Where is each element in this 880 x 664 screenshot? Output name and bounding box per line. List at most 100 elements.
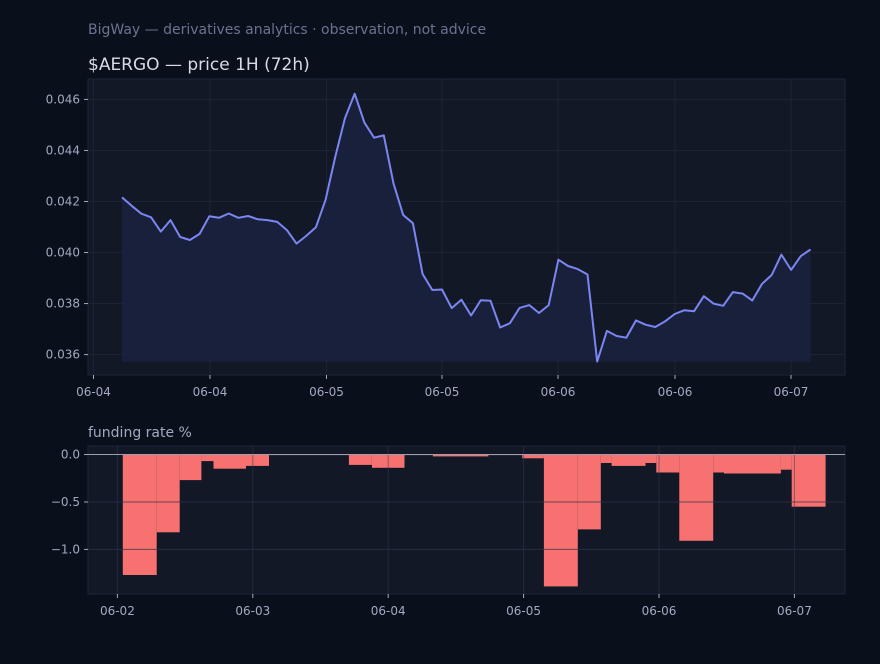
price-point <box>431 289 433 291</box>
price-area <box>122 93 811 362</box>
price-point <box>751 299 753 301</box>
price-point <box>354 93 356 95</box>
price-xtick-label: 06-07 <box>774 385 809 399</box>
price-point <box>722 305 724 307</box>
price-xtick-label: 06-04 <box>76 385 111 399</box>
funding-bar <box>246 454 269 466</box>
price-point <box>247 215 249 217</box>
funding-xtick-label: 06-07 <box>777 604 812 618</box>
price-point <box>266 219 268 221</box>
price-point <box>276 221 278 223</box>
funding-xtick-label: 06-06 <box>642 604 677 618</box>
funding-bar <box>780 454 792 470</box>
funding-bar <box>432 454 489 457</box>
funding-bar <box>522 454 544 459</box>
price-point <box>189 239 191 241</box>
funding-ytick-label: −1.0 <box>51 542 80 556</box>
price-point <box>683 309 685 311</box>
price-point <box>499 326 501 328</box>
price-point <box>703 295 705 297</box>
price-point <box>790 269 792 271</box>
price-point <box>198 233 200 235</box>
price-point <box>344 117 346 119</box>
funding-bar <box>645 454 657 463</box>
price-point <box>257 218 259 220</box>
price-point <box>305 235 307 237</box>
price-point <box>373 137 375 139</box>
price-ytick-label: 0.040 <box>46 246 80 260</box>
price-point <box>518 307 520 309</box>
price-point <box>567 265 569 267</box>
price-point <box>548 304 550 306</box>
funding-xtick-label: 06-02 <box>100 604 135 618</box>
price-point <box>392 182 394 184</box>
funding-bar <box>611 454 646 466</box>
price-point <box>664 320 666 322</box>
price-point <box>693 310 695 312</box>
price-point <box>538 312 540 314</box>
price-point <box>150 216 152 218</box>
funding-bar <box>577 454 601 530</box>
price-point <box>557 259 559 261</box>
price-point <box>315 226 317 228</box>
price-point <box>509 322 511 324</box>
price-point <box>606 330 608 332</box>
price-chart-title: $AERGO — price 1H (72h) <box>88 55 310 75</box>
price-xtick-label: 06-06 <box>658 385 693 399</box>
funding-chart-title: funding rate % <box>88 425 192 441</box>
price-point <box>451 307 453 309</box>
price-point <box>780 253 782 255</box>
price-point <box>460 299 462 301</box>
funding-bar <box>179 454 202 481</box>
price-point <box>412 222 414 224</box>
price-point <box>625 337 627 339</box>
price-xtick-label: 06-06 <box>541 385 576 399</box>
funding-bar <box>348 454 372 465</box>
price-ytick-label: 0.036 <box>46 348 80 362</box>
funding-bar <box>213 454 246 469</box>
funding-chart-layer: 0.0 −0.5 −1.0 06-02 06-03 06-04 06-05 06-06 06-0… <box>51 446 845 618</box>
price-point <box>169 219 171 221</box>
price-point <box>363 121 365 123</box>
funding-xtick-label: 06-03 <box>235 604 270 618</box>
funding-xtick-label: 06-04 <box>371 604 406 618</box>
price-ytick-label: 0.042 <box>46 194 80 208</box>
price-point <box>228 212 230 214</box>
price-point <box>596 360 598 362</box>
funding-ytick-label: −0.5 <box>51 495 80 509</box>
price-point <box>528 304 530 306</box>
price-point <box>179 236 181 238</box>
price-xtick-label: 06-05 <box>425 385 460 399</box>
price-point <box>712 302 714 304</box>
price-point <box>644 324 646 326</box>
funding-bar <box>679 454 714 541</box>
price-point <box>334 155 336 157</box>
price-point <box>237 217 239 219</box>
price-point <box>800 255 802 257</box>
price-point <box>470 314 472 316</box>
price-point <box>218 217 220 219</box>
price-point <box>489 300 491 302</box>
price-point <box>771 274 773 276</box>
funding-bar <box>122 454 157 575</box>
funding-bar <box>156 454 180 533</box>
price-point <box>732 291 734 293</box>
price-point <box>480 299 482 301</box>
price-point <box>809 248 811 250</box>
price-point <box>131 205 133 207</box>
price-point <box>421 273 423 275</box>
price-point <box>324 199 326 201</box>
price-point <box>295 242 297 244</box>
price-chart-layer: 0.036 0.038 0.040 0.042 0.044 0.046 06-04 06-04… <box>46 79 845 399</box>
funding-bar <box>656 454 680 473</box>
price-point <box>586 273 588 275</box>
price-xtick-label: 06-05 <box>309 385 344 399</box>
price-ytick-label: 0.044 <box>46 143 80 157</box>
price-point <box>654 326 656 328</box>
price-point <box>674 313 676 315</box>
price-point <box>761 283 763 285</box>
price-series-line <box>121 92 812 363</box>
funding-bar <box>791 454 826 507</box>
